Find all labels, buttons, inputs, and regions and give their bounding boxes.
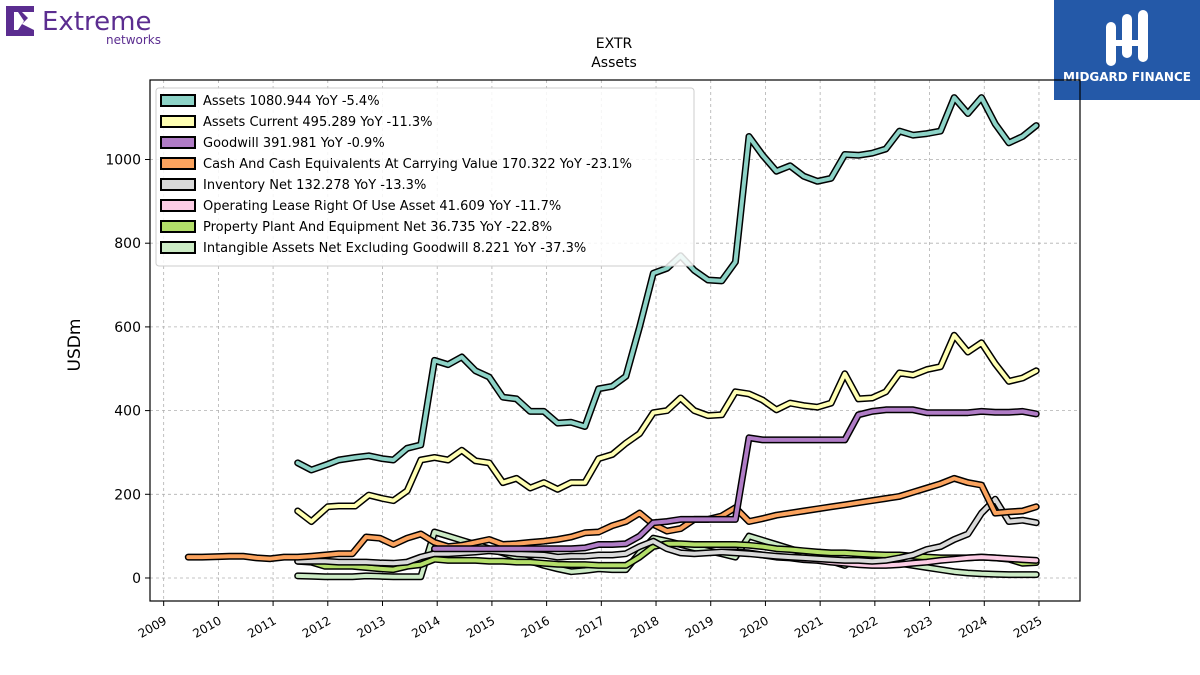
series-line: [295, 497, 1039, 566]
legend-box: [155, 87, 695, 267]
legend-label: Intangible Assets Net Excluding Goodwill…: [203, 241, 586, 256]
x-tick-label: 2020: [737, 613, 770, 640]
legend-label: Operating Lease Right Of Use Asset 41.60…: [203, 199, 561, 214]
legend-label: Assets Current 495.289 YoY -11.3%: [203, 115, 433, 130]
x-tick-label: 2024: [956, 613, 989, 640]
legend-swatch: [160, 94, 196, 107]
extreme-networks-logo: Extreme networks: [4, 4, 174, 48]
series-assets: [294, 94, 1040, 474]
legend-swatch: [160, 115, 196, 128]
x-tick-label: 2023: [902, 613, 935, 640]
x-tick-label: 2025: [1011, 613, 1044, 640]
extreme-logo-mark: [6, 6, 34, 36]
midgard-logo-mark: [1106, 10, 1148, 66]
plot-area-frame: [149, 79, 1081, 602]
x-tick-label: 2009: [136, 613, 169, 640]
legend-swatch: [160, 220, 196, 233]
series-assets-current: [294, 331, 1040, 525]
legend-label: Assets 1080.944 YoY -5.4%: [203, 94, 380, 109]
chart-title: EXTR: [596, 36, 633, 52]
x-tick-label: 2013: [355, 613, 388, 640]
x-tick-label: 2019: [683, 613, 716, 640]
series-lines: [184, 94, 1040, 581]
legend-swatch: [160, 136, 196, 149]
x-tick-label: 2012: [300, 613, 333, 640]
x-tick-label: 2016: [519, 613, 552, 640]
midgard-finance-logo: MIDGARD FINANCE: [1054, 0, 1200, 100]
legend-swatch: [160, 157, 196, 170]
x-tick-label: 2014: [409, 613, 442, 640]
legend-label: Goodwill 391.981 YoY -0.9%: [203, 136, 385, 151]
series-cash-and-cash-equivalents-at-carrying-value: [184, 474, 1040, 563]
x-tick-label: 2010: [190, 613, 223, 640]
x-tick-label: 2021: [792, 613, 825, 640]
legend-label: Cash And Cash Equivalents At Carrying Va…: [203, 157, 632, 172]
series-line: [295, 333, 1039, 524]
midgard-finance-wordmark: MIDGARD FINANCE: [1063, 70, 1191, 84]
x-tick-label: 2017: [573, 613, 606, 640]
y-tick-label: 200: [114, 487, 141, 503]
series-inventory-net: [294, 495, 1040, 567]
x-tick-label: 2018: [628, 613, 661, 640]
series-goodwill: [431, 406, 1040, 553]
chart-subtitle: Assets: [591, 55, 637, 71]
extreme-logo-wordmark: Extreme: [42, 7, 151, 37]
x-tick-label: 2015: [464, 613, 497, 640]
x-tick-label: 2011: [245, 613, 278, 640]
series-line: [186, 476, 1039, 561]
series-line-outline: [294, 331, 1040, 525]
legend-swatch: [160, 241, 196, 254]
networks-logo-wordmark: networks: [106, 33, 161, 47]
y-axis-label: USDm: [65, 319, 85, 372]
legend: Assets 1080.944 YoY -5.4% Assets Current …: [155, 87, 695, 267]
legend-swatch: [160, 178, 196, 191]
series-line: [295, 95, 1039, 472]
legend-swatch: [160, 199, 196, 212]
y-tick-label: 0: [132, 571, 141, 587]
y-tick-label: 400: [114, 404, 141, 420]
x-tick-label: 2022: [847, 613, 880, 640]
y-tick-label: 1000: [105, 153, 141, 169]
series-line: [432, 407, 1039, 551]
legend-label: Inventory Net 132.278 YoY -13.3%: [203, 178, 426, 193]
legend-label: Property Plant And Equipment Net 36.735 …: [203, 220, 552, 235]
y-tick-label: 600: [114, 320, 141, 336]
y-tick-label: 800: [114, 236, 141, 252]
